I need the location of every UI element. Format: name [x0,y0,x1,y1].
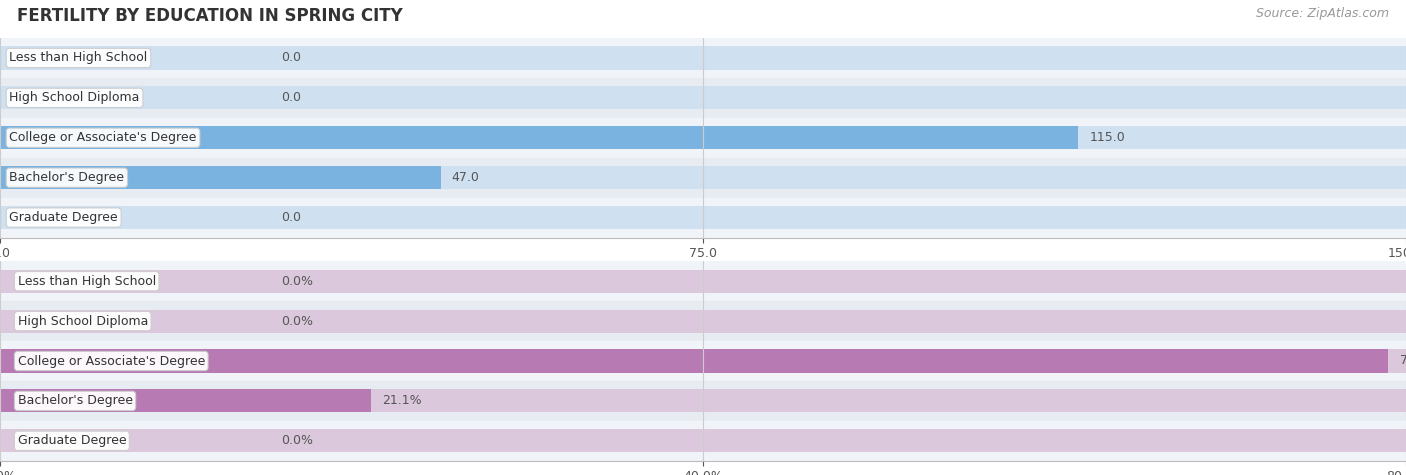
Text: Bachelor's Degree: Bachelor's Degree [10,171,124,184]
Bar [0,86,1406,109]
Text: 0.0%: 0.0% [281,434,314,447]
Bar [0,38,1406,78]
Text: High School Diploma: High School Diploma [17,314,148,328]
Bar [0,261,1406,301]
Bar [0,310,1406,332]
Text: 21.1%: 21.1% [382,394,422,408]
Bar [0,429,1406,452]
Bar [0,158,1406,198]
Bar [0,350,1406,372]
Bar [0,126,1078,149]
Bar [0,78,1406,118]
Text: 0.0: 0.0 [281,211,301,224]
Text: Less than High School: Less than High School [10,51,148,65]
Text: 115.0: 115.0 [1090,131,1125,144]
Text: 47.0: 47.0 [451,171,479,184]
Bar [0,381,1406,421]
Bar [0,270,1406,293]
Bar [0,390,371,412]
Text: 0.0%: 0.0% [281,275,314,288]
Bar [0,350,1389,372]
Bar [0,390,1406,412]
Bar [0,47,1406,69]
Text: FERTILITY BY EDUCATION IN SPRING CITY: FERTILITY BY EDUCATION IN SPRING CITY [17,7,402,25]
Text: College or Associate's Degree: College or Associate's Degree [10,131,197,144]
Bar [0,118,1406,158]
Text: Source: ZipAtlas.com: Source: ZipAtlas.com [1256,7,1389,20]
Text: Less than High School: Less than High School [17,275,156,288]
Text: Bachelor's Degree: Bachelor's Degree [17,394,132,408]
Bar [0,206,1406,229]
Text: Graduate Degree: Graduate Degree [10,211,118,224]
Text: 0.0: 0.0 [281,51,301,65]
Bar [0,126,1406,149]
Bar [0,166,440,189]
Text: 79.0%: 79.0% [1400,354,1406,368]
Bar [0,301,1406,341]
Text: 0.0: 0.0 [281,91,301,104]
Bar [0,421,1406,461]
Bar [0,341,1406,381]
Bar [0,166,1406,189]
Text: Graduate Degree: Graduate Degree [17,434,127,447]
Text: College or Associate's Degree: College or Associate's Degree [17,354,205,368]
Bar [0,198,1406,238]
Text: High School Diploma: High School Diploma [10,91,139,104]
Text: 0.0%: 0.0% [281,314,314,328]
